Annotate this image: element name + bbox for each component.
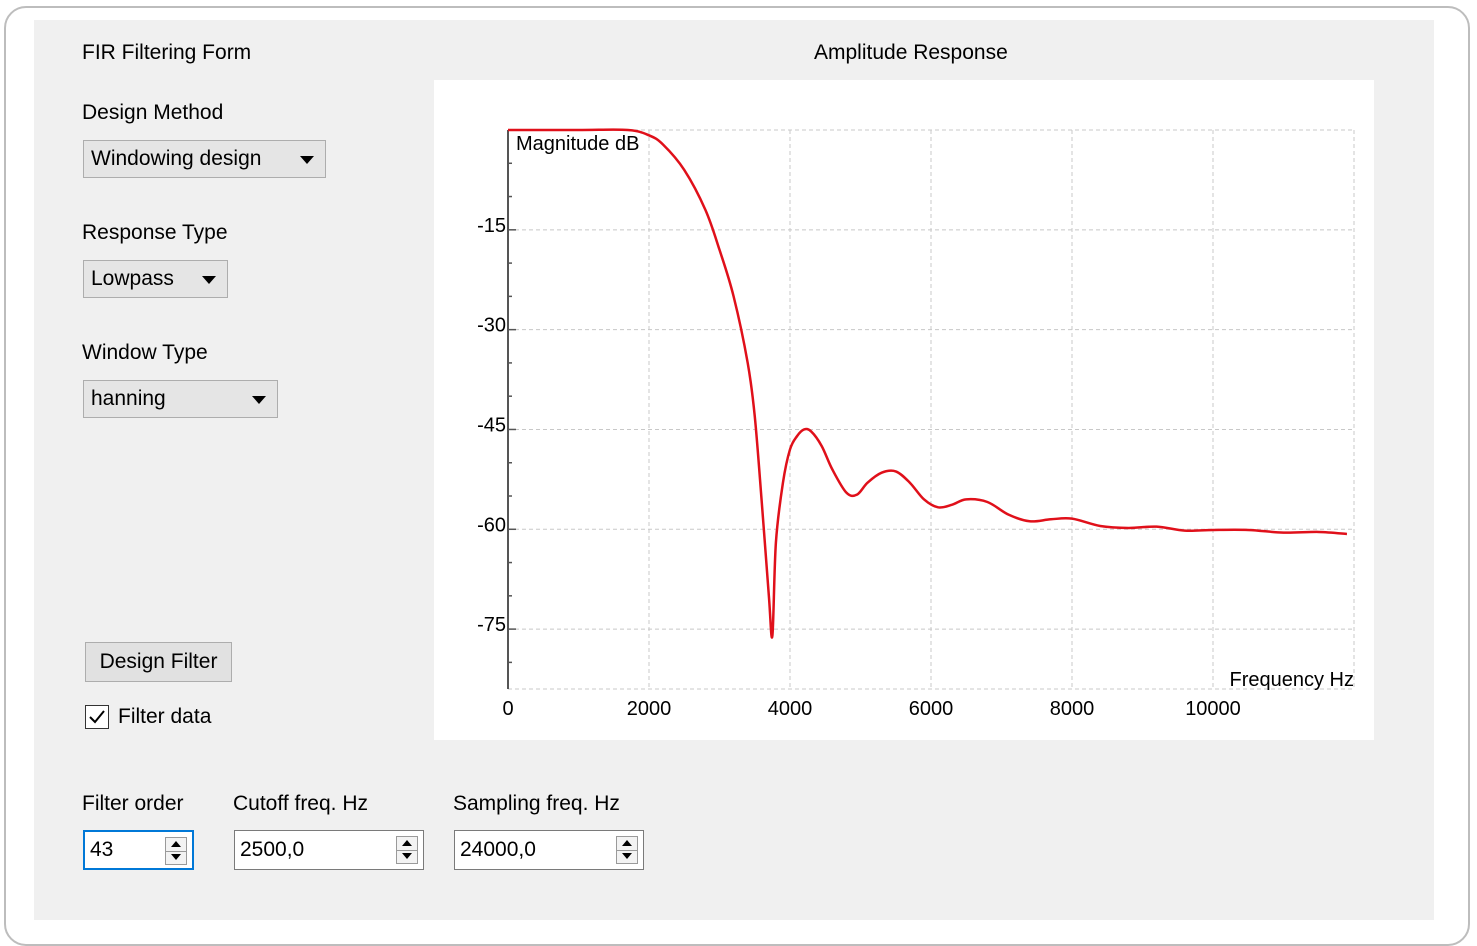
sampling-freq-stepper[interactable] bbox=[616, 836, 638, 864]
checkmark-icon bbox=[89, 710, 105, 724]
filter-order-value: 43 bbox=[90, 838, 114, 861]
y-tick-label: -45 bbox=[477, 414, 506, 436]
filter-order-spinbox[interactable]: 43 bbox=[83, 830, 194, 870]
chevron-down-icon bbox=[252, 396, 266, 404]
window-type-label: Window Type bbox=[82, 341, 208, 364]
spin-down-button[interactable] bbox=[397, 850, 417, 863]
spin-down-button[interactable] bbox=[617, 850, 637, 863]
x-axis-label: Frequency Hz bbox=[1230, 669, 1355, 691]
sampling-freq-label: Sampling freq. Hz bbox=[453, 792, 620, 815]
window-type-value: hanning bbox=[91, 387, 166, 410]
filter-order-stepper[interactable] bbox=[165, 837, 187, 865]
y-tick-label: -15 bbox=[477, 215, 506, 237]
response-type-label: Response Type bbox=[82, 221, 228, 244]
y-tick-label: -30 bbox=[477, 315, 506, 337]
cutoff-freq-spinbox[interactable]: 2500,0 bbox=[234, 830, 424, 870]
arrow-down-icon bbox=[171, 854, 181, 860]
cutoff-freq-label: Cutoff freq. Hz bbox=[233, 792, 369, 815]
response-type-value: Lowpass bbox=[91, 267, 174, 290]
spin-up-button[interactable] bbox=[397, 837, 417, 851]
chart-axes bbox=[507, 129, 516, 689]
spin-down-button[interactable] bbox=[166, 851, 186, 864]
x-tick-label: 10000 bbox=[1185, 698, 1241, 720]
design-method-label: Design Method bbox=[82, 101, 224, 124]
x-tick-label: 8000 bbox=[1050, 698, 1095, 720]
filter-data-label: Filter data bbox=[118, 705, 212, 728]
x-tick-label: 4000 bbox=[768, 698, 813, 720]
spin-up-button[interactable] bbox=[617, 837, 637, 851]
amplitude-response-chart: -15 -30 -45 -60 -75 0 2000 4000 6000 8000 10000 Ma… bbox=[477, 128, 1355, 720]
spin-up-button[interactable] bbox=[166, 838, 186, 852]
arrow-up-icon bbox=[622, 840, 632, 846]
sampling-freq-spinbox[interactable]: 24000,0 bbox=[454, 830, 644, 870]
chart-tick-labels: -15 -30 -45 -60 -75 0 2000 4000 6000 8000 10000 bbox=[477, 215, 1241, 720]
x-tick-label: 2000 bbox=[627, 698, 672, 720]
response-type-select[interactable]: Lowpass bbox=[83, 260, 228, 298]
y-tick-label: -60 bbox=[477, 514, 506, 536]
y-axis-label: Magnitude dB bbox=[516, 133, 639, 155]
arrow-down-icon bbox=[622, 853, 632, 859]
arrow-up-icon bbox=[402, 840, 412, 846]
chart-grid bbox=[507, 129, 1355, 690]
design-method-value: Windowing design bbox=[91, 147, 262, 170]
cutoff-freq-value: 2500,0 bbox=[240, 838, 305, 861]
design-method-select[interactable]: Windowing design bbox=[83, 140, 326, 178]
filter-order-label: Filter order bbox=[82, 792, 184, 815]
form-title: FIR Filtering Form bbox=[82, 41, 252, 64]
chevron-down-icon bbox=[300, 156, 314, 164]
y-tick-label: -75 bbox=[477, 614, 506, 636]
x-tick-label: 6000 bbox=[909, 698, 954, 720]
fir-filtering-form: FIR Filtering Form Design Method Windowi… bbox=[34, 20, 1434, 920]
x-tick-label: 0 bbox=[502, 698, 513, 720]
arrow-up-icon bbox=[171, 841, 181, 847]
magnitude-curve bbox=[508, 128, 1348, 639]
cutoff-freq-stepper[interactable] bbox=[396, 836, 418, 864]
filter-data-checkbox[interactable] bbox=[85, 705, 109, 729]
design-filter-button[interactable]: Design Filter bbox=[85, 642, 232, 682]
sampling-freq-value: 24000,0 bbox=[460, 838, 536, 861]
plot-title: Amplitude Response bbox=[814, 41, 1008, 64]
arrow-down-icon bbox=[402, 853, 412, 859]
window-type-select[interactable]: hanning bbox=[83, 380, 278, 418]
amplitude-response-plot: -15 -30 -45 -60 -75 0 2000 4000 6000 8000 10000 Ma… bbox=[434, 80, 1374, 740]
chevron-down-icon bbox=[202, 276, 216, 284]
